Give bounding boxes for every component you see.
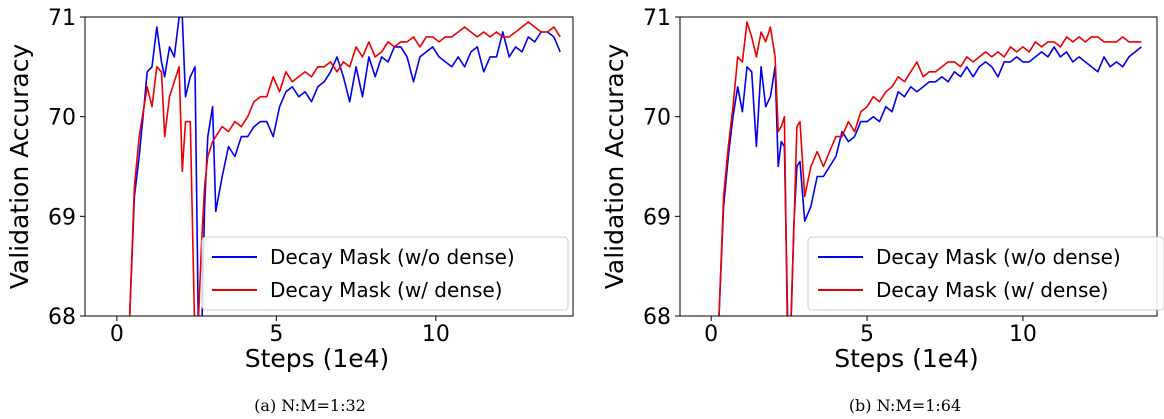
x-axis-title: Steps (1e4): [245, 344, 390, 373]
y-tick-label: 71: [48, 6, 76, 31]
legend-box: [807, 236, 1164, 311]
y-tick-label: 68: [643, 305, 671, 330]
plot-frame: [84, 16, 574, 317]
legend: Decay Mask (w/o dense) Decay Mask (w/ den…: [807, 236, 1164, 311]
y-tick-label: 68: [48, 305, 76, 330]
plot-area: [128, 17, 561, 316]
legend-label-without-dense: Decay Mask (w/o dense): [270, 245, 515, 269]
legend-label-with-dense: Decay Mask (w/ dense): [876, 278, 1108, 302]
y-tick-label: 71: [643, 6, 671, 31]
x-tick-label: 10: [422, 322, 450, 347]
plot-frame: [679, 16, 1158, 317]
subfigure-caption: (b) N:M=1:64: [849, 396, 961, 415]
chart-a: 0 5 10 68 69 70 71 Steps (1e4) Validation Accura…: [5, 6, 574, 415]
legend-label-with-dense: Decay Mask (w/ dense): [270, 278, 502, 302]
y-tick-label: 70: [643, 106, 671, 131]
x-tick-label: 5: [860, 322, 874, 347]
y-tick-label: 70: [48, 106, 76, 131]
x-tick-label: 0: [110, 322, 124, 347]
series-line-with-dense: [718, 21, 1142, 316]
y-axis-title: Validation Accuracy: [600, 44, 629, 290]
plot-area: [718, 21, 1142, 316]
series-line-without-dense: [128, 17, 561, 316]
legend: Decay Mask (w/o dense) Decay Mask (w/ den…: [201, 236, 569, 311]
subfigure-caption: (a) N:M=1:32: [254, 396, 366, 415]
legend-label-without-dense: Decay Mask (w/o dense): [876, 245, 1121, 269]
series-line-without-dense: [718, 46, 1142, 316]
x-tick-label: 5: [269, 322, 283, 347]
x-tick-label: 0: [704, 322, 718, 347]
x-tick-label: 10: [1009, 322, 1037, 347]
legend-box: [201, 236, 569, 311]
y-axis-title: Validation Accuracy: [5, 44, 34, 290]
y-tick-label: 69: [643, 205, 671, 230]
series-line-with-dense: [128, 21, 561, 316]
chart-b: 0 5 10 68 69 70 71 Steps (1e4) Validation Accura…: [600, 6, 1164, 415]
y-tick-label: 69: [48, 205, 76, 230]
x-axis-title: Steps (1e4): [834, 344, 979, 373]
